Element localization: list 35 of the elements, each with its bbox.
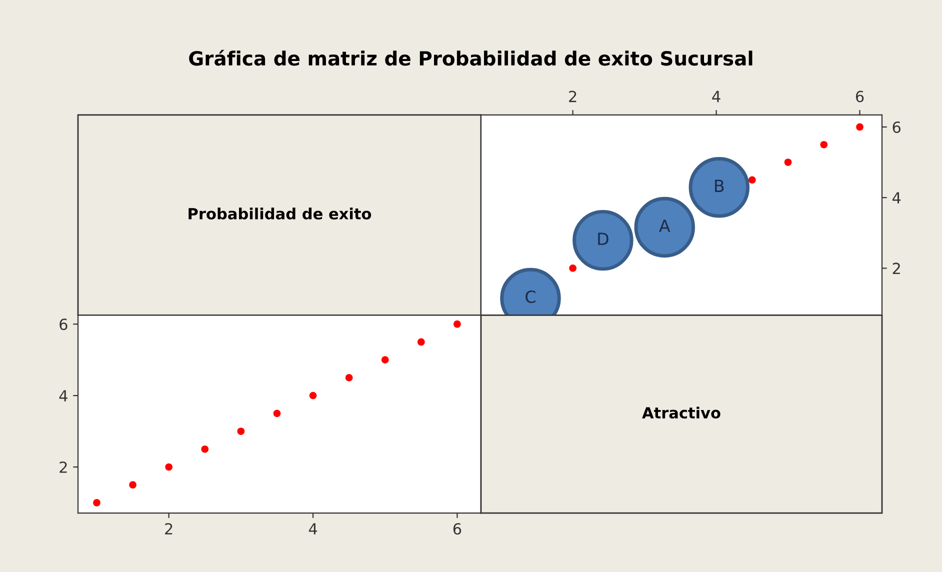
text: Atractivo (642, 406, 720, 419)
point (820, 140, 828, 148)
text: Gráfica de matriz de Probabilidad de exito Sucursal (189, 50, 752, 66)
x-tick-label: 6 (453, 523, 462, 535)
annotation: B (715, 180, 724, 192)
y-tick-label: 2 (892, 262, 900, 274)
point (129, 481, 136, 489)
x-tick-label: 2 (569, 90, 576, 102)
text: Probabilidad de exito (188, 208, 372, 220)
point (309, 392, 317, 400)
y-tick-label: 6 (60, 318, 68, 330)
point (784, 158, 792, 166)
point (165, 463, 173, 471)
point (273, 410, 281, 418)
y-tick-label: 6 (892, 121, 900, 133)
y-tick-label: 4 (892, 192, 901, 204)
annotation: A (659, 220, 670, 232)
point (93, 499, 100, 506)
point (381, 356, 389, 364)
x-tick-label: 4 (308, 523, 318, 534)
point (748, 176, 756, 184)
x-tick-label: 6 (856, 90, 864, 102)
point (201, 445, 209, 453)
annotation: D (598, 232, 608, 245)
point (237, 428, 245, 435)
point (569, 264, 576, 272)
point (345, 374, 353, 382)
x-tick-label: 4 (712, 90, 720, 102)
y-tick-label: 4 (59, 390, 68, 402)
annotation: C (526, 290, 536, 304)
x-tick-label: 2 (165, 523, 172, 534)
point (417, 338, 425, 346)
point (454, 320, 461, 328)
y-tick-label: 2 (60, 461, 67, 473)
point (856, 123, 864, 131)
